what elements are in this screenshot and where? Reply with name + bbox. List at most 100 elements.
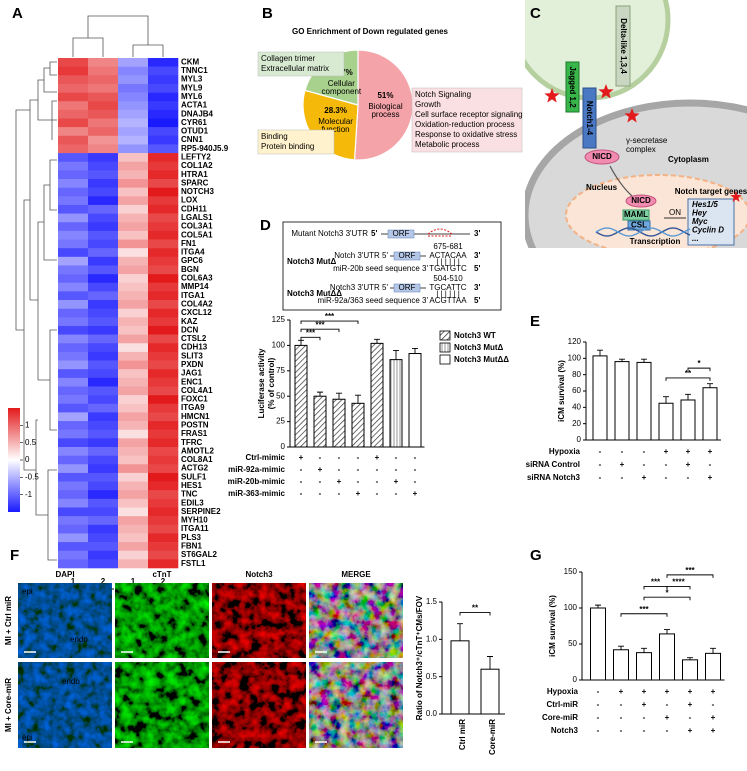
- transcription-label: Transcription: [630, 237, 681, 246]
- gene-label: MYL6: [181, 92, 203, 101]
- heatmap-cell: [148, 360, 179, 370]
- slice-label: Molecular: [318, 117, 353, 126]
- legend-label: Notch3 MutΔ: [454, 343, 504, 352]
- heatmap-cell: [148, 204, 179, 214]
- heatmap-cell: [148, 135, 179, 145]
- site-label: 675-681: [433, 242, 463, 251]
- channel-label: Notch3: [245, 570, 273, 579]
- chart-title: GO Enrichment of Down regulated genes: [292, 27, 449, 36]
- heatmap-cell: [58, 550, 89, 560]
- heatmap-cell: [88, 179, 119, 188]
- target-gene: Hey: [692, 209, 707, 218]
- y-tick-label: 150: [564, 567, 578, 576]
- gene-label: FSTL1: [181, 559, 206, 568]
- bar: [705, 652, 721, 681]
- gene-label: HTRA1: [181, 170, 208, 179]
- mutation-loop: [427, 228, 453, 235]
- error-bar: [707, 383, 713, 388]
- heatmap-cell: [88, 421, 119, 430]
- condition-cell: -: [599, 473, 602, 482]
- heatmap-cell: [118, 360, 149, 370]
- heatmap-cell: [148, 550, 179, 560]
- heatmap-cell: [118, 395, 149, 405]
- heatmap-cell: [88, 187, 119, 197]
- heatmap-cell: [88, 101, 119, 111]
- error-bar: [487, 656, 493, 670]
- heatmap-cell: [58, 490, 89, 500]
- heatmap-cell: [88, 446, 119, 456]
- heatmap-cell: [88, 325, 119, 335]
- heatmap-cell: [88, 230, 119, 240]
- region-label: epi: [22, 733, 33, 742]
- y-tick-label: 125: [272, 315, 286, 324]
- heatmap-cell: [118, 334, 149, 344]
- heatmap-cell: [118, 351, 149, 361]
- heatmap-cell: [88, 213, 119, 223]
- panel-letter: E: [530, 313, 540, 330]
- column-label: 1: [71, 577, 76, 586]
- orf-box: [393, 251, 421, 261]
- heatmap-cell: [58, 300, 89, 309]
- heatmap-cell: [88, 282, 119, 292]
- error-bar: [317, 391, 323, 397]
- heatmap-cell: [118, 325, 149, 335]
- heatmap-cell: [148, 274, 179, 284]
- sequence: ACGTTAA: [429, 296, 467, 305]
- heatmap-cell: [88, 291, 119, 301]
- heatmap-cell: [88, 170, 119, 180]
- y-tick-label: 50: [276, 391, 285, 400]
- heatmap-cell: [88, 395, 119, 405]
- bar: [294, 344, 308, 448]
- significance-bracket: [643, 596, 691, 601]
- heatmap-cell: [148, 66, 179, 76]
- significance-label: ***: [639, 605, 649, 614]
- heatmap-cell: [88, 239, 119, 249]
- slice-label: Cellular: [328, 79, 355, 88]
- gene-label: MYH10: [181, 516, 208, 525]
- secretase-label: complex: [626, 145, 656, 154]
- error-bar: [374, 338, 380, 344]
- region-label: endo: [70, 635, 88, 644]
- annotation-text: Protein binding: [261, 142, 314, 151]
- sequence: TGATGTC: [429, 264, 467, 273]
- heatmap-cell: [88, 153, 119, 163]
- annotation-box: [411, 87, 523, 153]
- condition-cell: -: [687, 473, 690, 482]
- heatmap-cell: [118, 248, 149, 258]
- legend-label: Notch3 WT: [454, 331, 496, 340]
- heatmap-cell: [88, 222, 119, 232]
- colorbar-label: -0.5: [25, 472, 39, 481]
- heatmap-cell: [118, 490, 149, 500]
- star: [624, 108, 640, 123]
- heatmap-cell: [148, 542, 179, 552]
- target-gene: Myc: [692, 217, 708, 226]
- heatmap-cell: [148, 412, 179, 422]
- condition-cell: -: [357, 465, 360, 474]
- target-gene: ...: [692, 234, 699, 243]
- heatmap-cell: [118, 317, 149, 327]
- notch-label: Notch1-4: [585, 101, 594, 136]
- heatmap-cell: [118, 542, 149, 552]
- colorbar-label: 0.5: [25, 438, 37, 447]
- condition-cell: +: [664, 447, 669, 456]
- heatmap-cell: [118, 516, 149, 526]
- heatmap-cell: [88, 516, 119, 526]
- nicd-nuclear: [625, 194, 657, 208]
- micrograph: [309, 583, 403, 658]
- heatmap-cell: [118, 196, 149, 206]
- significance-label: *: [697, 359, 701, 368]
- error-bar: [641, 647, 647, 653]
- maml-label: MAML: [624, 210, 648, 219]
- heatmap-cell: [58, 127, 89, 137]
- condition-cell: -: [319, 453, 322, 462]
- column-label: 2: [161, 577, 166, 586]
- gene-label: ACTA1: [181, 101, 208, 110]
- condition-cell: -: [395, 453, 398, 462]
- orf-box: [393, 283, 421, 293]
- y-tick-label: 1.5: [426, 597, 438, 606]
- heatmap-cell: [88, 369, 119, 379]
- heatmap-cell: [118, 369, 149, 379]
- y-tick-label: 50: [568, 639, 577, 648]
- error-bar: [595, 604, 601, 608]
